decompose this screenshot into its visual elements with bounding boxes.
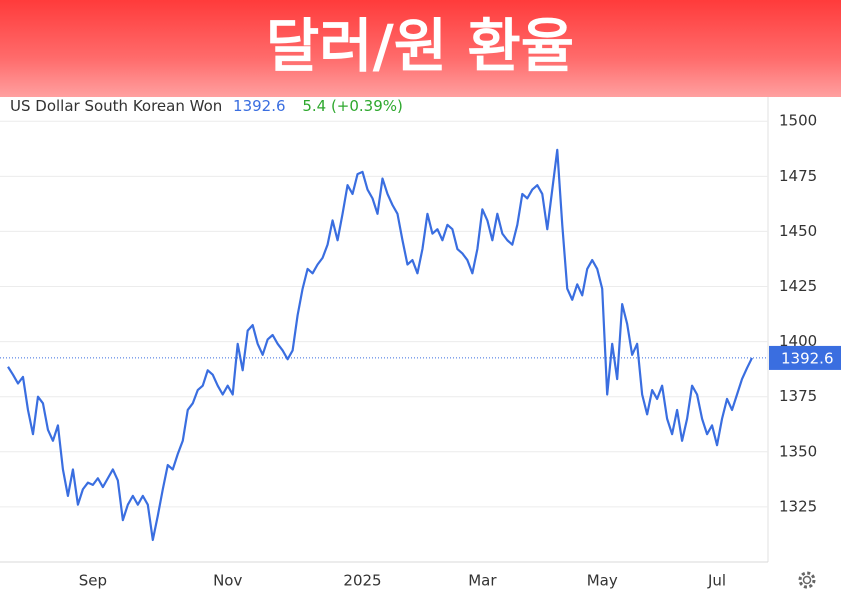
y-tick-label: 1500 xyxy=(779,112,817,130)
chart-title: 달러/원 환율 xyxy=(266,12,574,80)
x-tick-label: May xyxy=(587,572,618,590)
x-tick-label: Sep xyxy=(79,572,107,590)
y-tick-label: 1475 xyxy=(779,167,817,185)
legend: US Dollar South Korean Won 1392.6 5.4 (+… xyxy=(10,97,403,115)
last-value-label: 1392.6 xyxy=(781,349,834,367)
last-value-badge xyxy=(769,345,841,370)
legend-change: 5.4 (+0.39%) xyxy=(302,97,403,115)
title-banner xyxy=(0,0,841,97)
settings-icon[interactable] xyxy=(798,571,816,589)
y-tick-label: 1375 xyxy=(779,387,817,405)
x-tick-label: 2025 xyxy=(343,572,381,590)
legend-series-name: US Dollar South Korean Won xyxy=(10,97,222,115)
y-tick-label: 1425 xyxy=(779,277,817,295)
price-line xyxy=(7,148,753,542)
y-tick-label: 1325 xyxy=(779,497,817,515)
x-tick-label: Nov xyxy=(213,572,242,590)
y-tick-label: 1450 xyxy=(779,222,817,240)
legend-last-value: 1392.6 xyxy=(233,97,286,115)
x-tick-label: Jul xyxy=(707,572,726,590)
x-tick-label: Mar xyxy=(468,572,497,590)
y-tick-label: 1350 xyxy=(779,442,817,460)
y-tick-label: 1400 xyxy=(779,332,817,350)
